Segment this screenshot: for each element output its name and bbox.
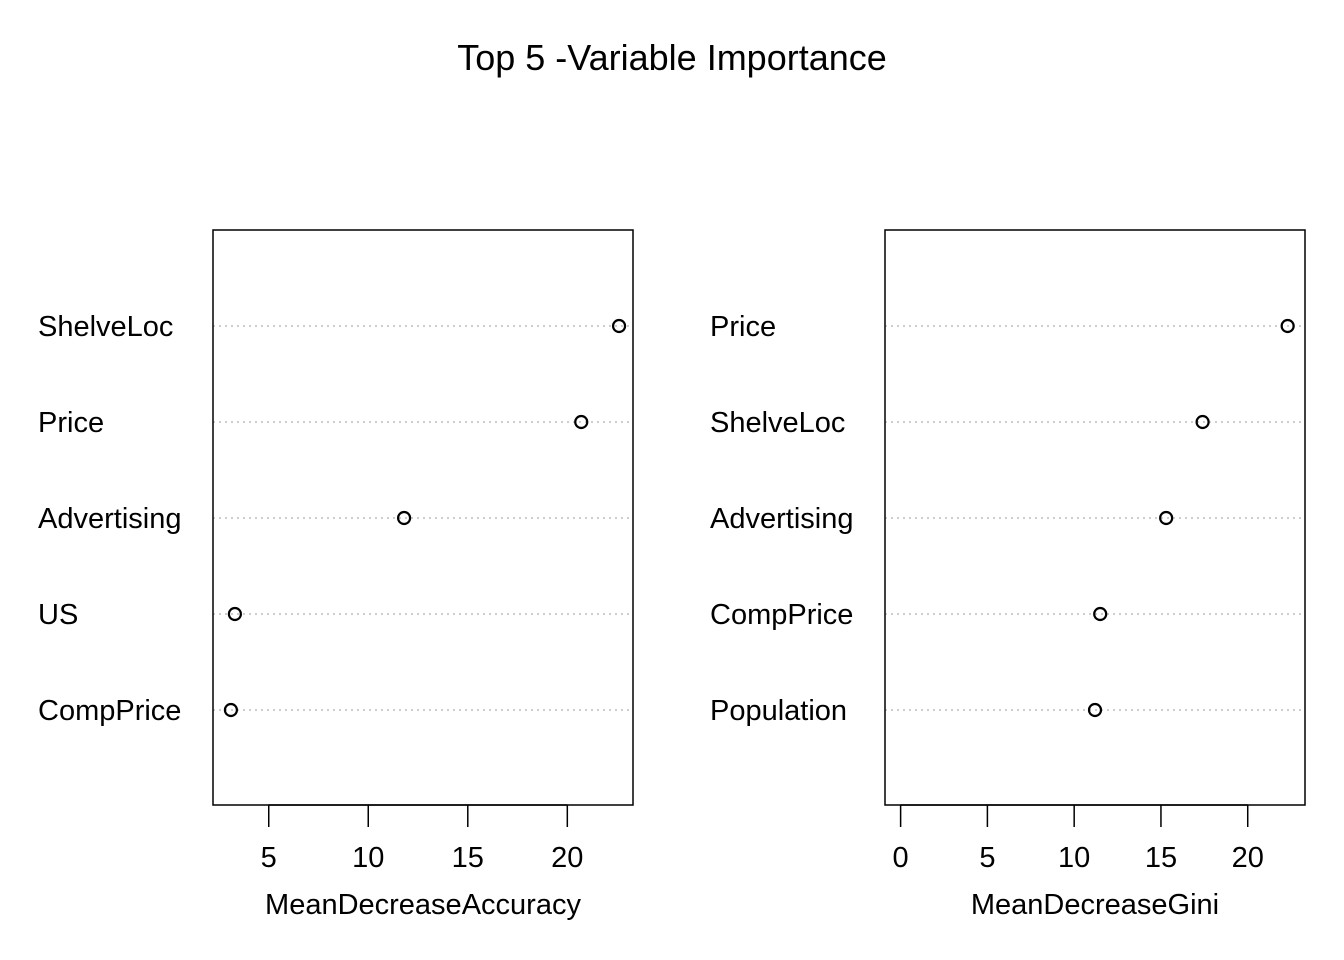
x-tick-label: 20 bbox=[1232, 842, 1264, 874]
x-tick-label: 20 bbox=[551, 842, 583, 874]
category-label: Price bbox=[38, 407, 104, 439]
data-point bbox=[611, 318, 627, 334]
data-point bbox=[1195, 414, 1210, 430]
category-label: Advertising bbox=[38, 503, 181, 535]
category-label: ShelveLoc bbox=[38, 311, 173, 343]
data-point bbox=[1093, 606, 1108, 622]
panel-mean-decrease-gini: Price ShelveLoc Advertising CompPrice Popula… bbox=[710, 229, 1306, 921]
x-tick-label: 5 bbox=[261, 842, 277, 874]
category-label: CompPrice bbox=[710, 599, 853, 631]
category-label: CompPrice bbox=[38, 695, 181, 727]
category-label: US bbox=[38, 599, 78, 631]
x-tick-label: 0 bbox=[893, 842, 909, 874]
x-tick-label: 5 bbox=[979, 842, 995, 874]
data-point bbox=[223, 702, 239, 718]
category-label: ShelveLoc bbox=[710, 407, 845, 439]
data-point bbox=[1087, 702, 1103, 718]
category-label: Price bbox=[710, 311, 776, 343]
data-point bbox=[574, 414, 589, 430]
data-point bbox=[1280, 318, 1295, 334]
x-axis-label: MeanDecreaseAccuracy bbox=[265, 889, 581, 921]
x-tick-label: 15 bbox=[1145, 842, 1177, 874]
panel-mean-decrease-accuracy: ShelveLoc Price Advertising US CompPrice 5 10 1… bbox=[38, 229, 634, 921]
data-point bbox=[227, 606, 242, 622]
x-tick-label: 15 bbox=[452, 842, 484, 874]
data-point bbox=[1159, 510, 1174, 526]
chart-title: Top 5 -Variable Importance bbox=[457, 37, 887, 78]
x-tick-label: 10 bbox=[1058, 842, 1090, 874]
category-label: Population bbox=[710, 695, 847, 727]
category-label: Advertising bbox=[710, 503, 853, 535]
x-tick-label: 10 bbox=[352, 842, 384, 874]
data-point bbox=[396, 510, 412, 526]
x-axis-label: MeanDecreaseGini bbox=[971, 889, 1219, 921]
